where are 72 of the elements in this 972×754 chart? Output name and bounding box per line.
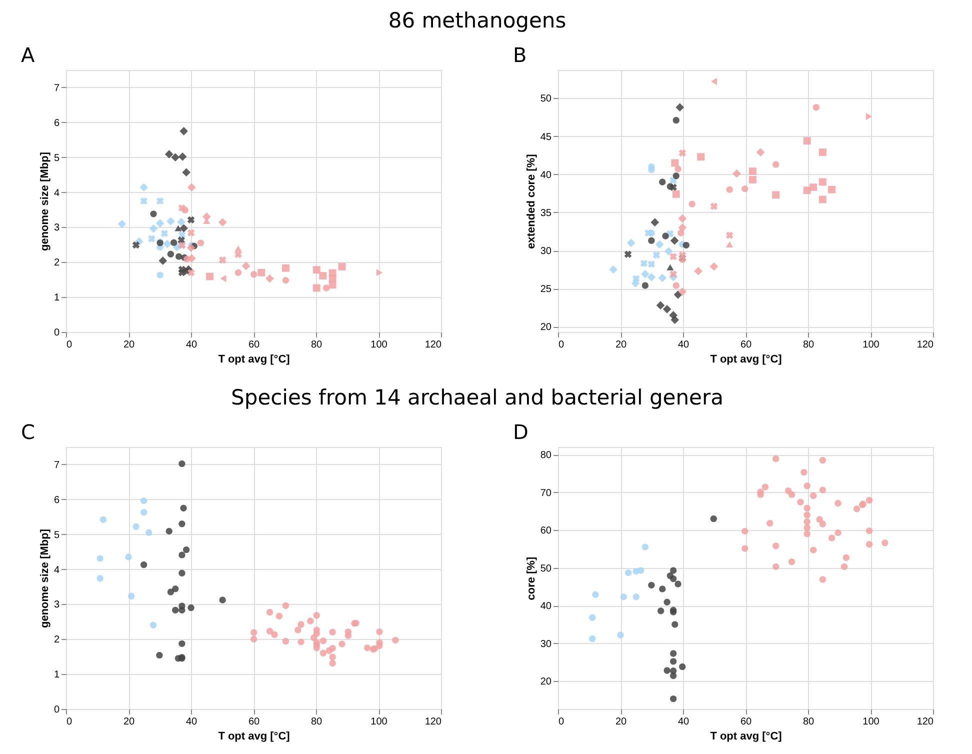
x-tick-label: 0: [558, 340, 564, 350]
chart-title: 86 methanogens: [388, 8, 566, 32]
y-tick-label: 20: [540, 676, 552, 688]
x-axis-title: T opt avg [°C]: [218, 354, 290, 366]
x-tick-label: 80: [802, 340, 814, 350]
x-tick-label: 0: [66, 340, 72, 350]
y-tick-label: 4: [54, 564, 60, 576]
y-axis-title: genome size [Mbp]: [38, 528, 51, 628]
y-tick-label: 1: [54, 670, 60, 681]
x-tick-label: 80: [802, 716, 814, 728]
y-tick-label: 5: [54, 530, 60, 541]
x-tick-label: 40: [186, 716, 198, 728]
x-tick-label: 20: [615, 716, 627, 728]
x-tick-label: 40: [678, 340, 690, 350]
y-tick-label: 60: [540, 526, 552, 537]
text: A: [21, 43, 35, 67]
y-tick-label: 40: [540, 170, 552, 181]
x-tick-label: 100: [370, 716, 388, 728]
x-tick-label: 80: [310, 340, 322, 350]
text: C: [21, 420, 35, 444]
x-axis-title: T opt avg [°C]: [218, 730, 290, 742]
x-tick-label: 20: [615, 340, 627, 350]
x-axis-title: T opt avg [°C]: [710, 354, 782, 366]
y-tick-label: 20: [540, 322, 552, 334]
x-tick-label: 60: [740, 340, 752, 350]
y-tick-label: 40: [540, 601, 552, 612]
y-tick-label: 2: [54, 258, 60, 269]
x-tick-label: 100: [862, 340, 880, 350]
y-tick-label: 50: [540, 94, 552, 105]
x-tick-label: 40: [678, 716, 690, 728]
y-tick-label: 4: [54, 188, 60, 199]
text: D: [513, 420, 528, 444]
y-axis-title: genome size [Mbp]: [38, 152, 51, 252]
y-tick-label: 25: [540, 284, 552, 296]
x-tick-label: 60: [248, 340, 260, 350]
y-tick-label: 1: [54, 292, 60, 304]
x-tick-label: 60: [740, 716, 752, 728]
y-tick-label: 35: [540, 208, 552, 219]
x-tick-label: 120: [916, 340, 934, 350]
text: B: [513, 43, 527, 67]
x-tick-label: 120: [424, 716, 442, 728]
y-tick-label: 7: [54, 460, 60, 471]
y-tick-label: 80: [540, 450, 552, 462]
x-tick-label: 20: [123, 716, 135, 728]
y-tick-label: 2: [54, 634, 60, 646]
x-axis-title: T opt avg [°C]: [710, 730, 782, 742]
x-tick-label: 0: [66, 716, 72, 728]
y-tick-label: 0: [54, 704, 60, 716]
y-tick-label: 3: [54, 600, 60, 611]
x-tick-label: 40: [186, 340, 198, 350]
x-tick-label: 100: [370, 340, 388, 350]
y-tick-label: 3: [54, 222, 60, 234]
x-tick-label: 100: [862, 716, 880, 728]
y-tick-label: 30: [540, 638, 552, 650]
y-tick-label: 6: [54, 118, 60, 129]
y-tick-label: 6: [54, 494, 60, 506]
x-tick-label: 60: [248, 716, 260, 728]
y-tick-label: 45: [540, 132, 552, 143]
y-tick-label: 0: [54, 328, 60, 338]
y-tick-label: 30: [540, 246, 552, 258]
x-tick-label: 80: [310, 716, 322, 728]
y-axis-title: core [%]: [525, 556, 538, 600]
x-tick-label: 120: [424, 340, 442, 350]
x-tick-label: 0: [558, 716, 564, 728]
x-tick-label: 20: [123, 340, 135, 350]
y-tick-label: 5: [54, 152, 60, 164]
y-tick-label: 70: [540, 488, 552, 499]
x-tick-label: 120: [916, 716, 934, 728]
chart-title: Species from 14 archaeal and bacterial genera: [231, 386, 724, 410]
y-axis-title: extended core [%]: [525, 154, 538, 249]
y-tick-label: 7: [54, 82, 60, 94]
y-tick-label: 50: [540, 563, 552, 574]
